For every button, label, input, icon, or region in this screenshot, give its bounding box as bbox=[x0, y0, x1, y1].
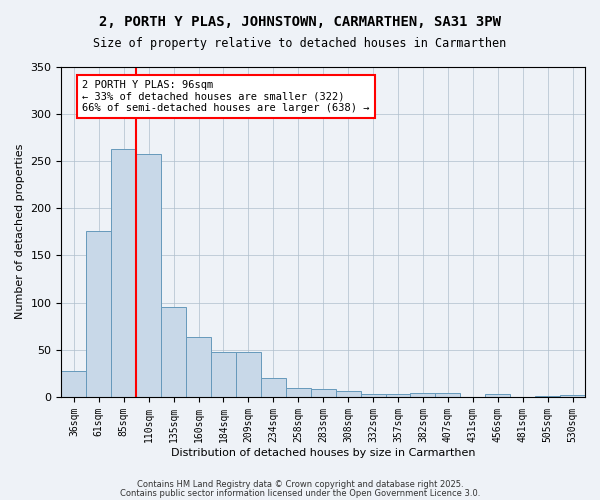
Text: 2 PORTH Y PLAS: 96sqm
← 33% of detached houses are smaller (322)
66% of semi-det: 2 PORTH Y PLAS: 96sqm ← 33% of detached … bbox=[82, 80, 370, 113]
Text: Contains HM Land Registry data © Crown copyright and database right 2025.: Contains HM Land Registry data © Crown c… bbox=[137, 480, 463, 489]
Bar bbox=[61, 372, 86, 397]
Bar bbox=[286, 388, 311, 397]
Text: Size of property relative to detached houses in Carmarthen: Size of property relative to detached ho… bbox=[94, 38, 506, 51]
Text: Contains public sector information licensed under the Open Government Licence 3.: Contains public sector information licen… bbox=[120, 488, 480, 498]
Bar bbox=[485, 394, 510, 397]
Bar bbox=[136, 154, 161, 397]
X-axis label: Distribution of detached houses by size in Carmarthen: Distribution of detached houses by size … bbox=[171, 448, 475, 458]
Bar bbox=[535, 396, 560, 397]
Bar bbox=[186, 338, 211, 397]
Y-axis label: Number of detached properties: Number of detached properties bbox=[15, 144, 25, 320]
Bar bbox=[361, 394, 386, 397]
Bar bbox=[386, 394, 410, 397]
Bar bbox=[261, 378, 286, 397]
Bar bbox=[236, 352, 261, 397]
Bar bbox=[335, 392, 361, 397]
Bar bbox=[161, 308, 186, 397]
Bar bbox=[86, 231, 111, 397]
Text: 2, PORTH Y PLAS, JOHNSTOWN, CARMARTHEN, SA31 3PW: 2, PORTH Y PLAS, JOHNSTOWN, CARMARTHEN, … bbox=[99, 15, 501, 29]
Bar bbox=[211, 352, 236, 397]
Bar bbox=[560, 395, 585, 397]
Bar bbox=[410, 393, 436, 397]
Bar bbox=[311, 390, 335, 397]
Bar bbox=[436, 393, 460, 397]
Bar bbox=[111, 148, 136, 397]
